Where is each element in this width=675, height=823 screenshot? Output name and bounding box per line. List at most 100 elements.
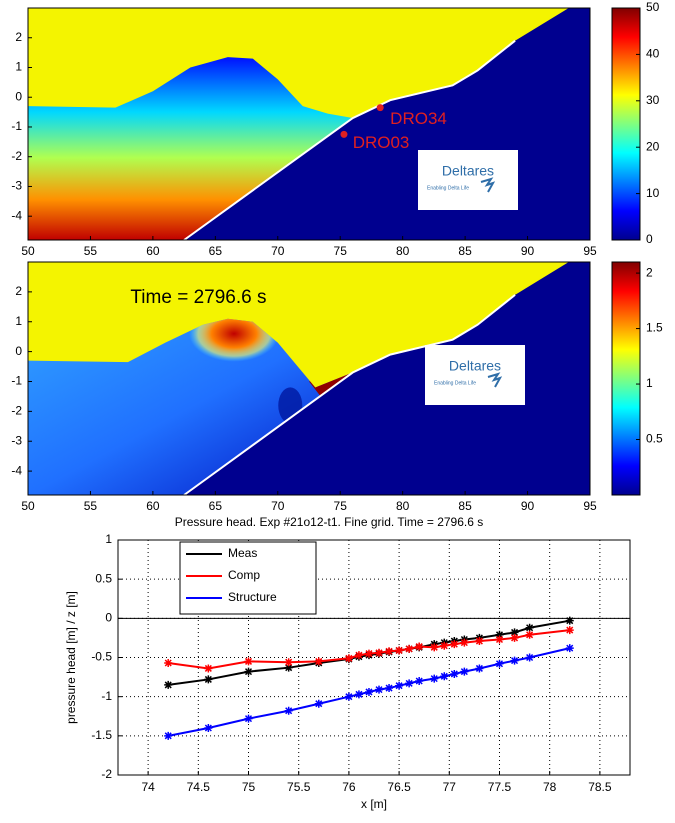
bank-line <box>183 294 516 496</box>
point-marker <box>364 649 373 658</box>
point-marker <box>430 643 439 652</box>
series-line <box>168 629 570 670</box>
x-tick-label: 75.5 <box>287 780 311 794</box>
y-tick-label: 0 <box>15 89 22 103</box>
point-marker <box>460 638 469 647</box>
colorbar-tick-label: 50 <box>646 0 660 14</box>
point-marker <box>344 692 353 701</box>
legend-label: Meas <box>228 546 257 560</box>
y-axis-label: pressure head [m] / z [m] <box>64 591 78 724</box>
x-tick-label: 76 <box>342 780 356 794</box>
y-tick-label: -1 <box>11 374 22 388</box>
logo-icon <box>487 372 503 388</box>
sensor <box>340 130 348 138</box>
point-marker <box>244 657 253 666</box>
point-marker <box>495 630 504 639</box>
x-tick-label: 50 <box>21 244 35 258</box>
x-tick-label: 50 <box>21 499 35 513</box>
x-tick-label: 95 <box>583 499 597 513</box>
sensor-label: DRO34 <box>390 109 447 128</box>
y-tick-label: -3 <box>11 433 22 447</box>
point-marker <box>244 667 253 676</box>
point-marker <box>415 642 424 651</box>
colorbar-tick-label: 30 <box>646 93 660 107</box>
point-marker <box>450 640 459 649</box>
point-marker <box>565 626 574 635</box>
x-tick-label: 74 <box>141 780 155 794</box>
x-tick-label: 77 <box>443 780 457 794</box>
point-marker <box>164 658 173 667</box>
x-tick-label: 77.5 <box>488 780 512 794</box>
x-tick-label: 55 <box>84 244 98 258</box>
y-tick-label: -4 <box>11 463 22 477</box>
x-tick-label: 75 <box>334 244 348 258</box>
logo-tagline: Enabling Delta Life <box>427 185 469 191</box>
colorbar-tick-label: 1 <box>646 376 653 390</box>
point-marker <box>244 714 253 723</box>
x-tick-label: 85 <box>458 244 472 258</box>
y-tick-label: 2 <box>15 30 22 44</box>
time-annotation: Time = 2796.6 s <box>130 287 266 308</box>
point-marker <box>495 635 504 644</box>
point-marker <box>525 630 534 639</box>
point-marker <box>460 667 469 676</box>
y-tick-label: 2 <box>15 284 22 298</box>
x-tick-label: 70 <box>271 244 285 258</box>
point-marker <box>344 654 353 663</box>
x-tick-label: 70 <box>271 499 285 513</box>
x-tick-label: 78.5 <box>588 780 612 794</box>
point-marker <box>525 623 534 632</box>
point-marker <box>405 679 414 688</box>
point-marker <box>440 672 449 681</box>
logo-icon <box>480 177 496 193</box>
dry-region <box>184 262 590 495</box>
point-marker <box>395 681 404 690</box>
point-marker <box>314 699 323 708</box>
point-marker <box>314 657 323 666</box>
point-marker <box>164 680 173 689</box>
x-tick-label: 74.5 <box>187 780 211 794</box>
colorbar <box>611 7 641 241</box>
y-tick-label: 0 <box>15 344 22 358</box>
y-tick-label: -1.5 <box>91 728 112 742</box>
colorbar-tick-label: 20 <box>646 139 660 153</box>
axes-box <box>27 7 591 241</box>
point-marker <box>565 616 574 625</box>
sensor <box>376 104 384 112</box>
point-marker <box>204 724 213 732</box>
y-tick-label: 1 <box>15 60 22 74</box>
y-tick-label: -2 <box>11 404 22 418</box>
point-marker <box>430 674 439 683</box>
legend-label: Structure <box>228 590 277 604</box>
x-tick-label: 75 <box>334 499 348 513</box>
x-tick-label: 90 <box>521 244 535 258</box>
point-marker <box>354 690 363 699</box>
point-marker <box>375 648 384 657</box>
axes-box <box>117 539 631 776</box>
x-axis-label: x [m] <box>361 797 387 811</box>
point-marker <box>395 646 404 655</box>
point-marker <box>284 706 293 715</box>
x-tick-label: 75 <box>242 780 256 794</box>
point-marker <box>164 731 173 740</box>
x-tick-label: 95 <box>583 244 597 258</box>
y-tick-label: 1 <box>15 314 22 328</box>
point-marker <box>284 663 293 672</box>
point-marker <box>525 653 534 662</box>
colorbar-tick-label: 1.5 <box>646 321 663 335</box>
x-tick-label: 55 <box>84 499 98 513</box>
panel-title: Pressure head. Exp #21o12-t1. Fine grid.… <box>175 515 484 529</box>
logo-box <box>418 150 518 210</box>
y-tick-label: -2 <box>101 767 112 781</box>
x-tick-label: 85 <box>458 499 472 513</box>
series-line <box>168 647 570 737</box>
point-marker <box>440 641 449 650</box>
bank-line <box>183 39 516 241</box>
x-tick-label: 80 <box>396 499 410 513</box>
colorbar-tick-label: 0.5 <box>646 432 663 446</box>
colorbar-tick-label: 2 <box>646 265 653 279</box>
x-tick-label: 60 <box>146 499 160 513</box>
colorbar <box>611 261 641 496</box>
y-tick-label: -1 <box>11 119 22 133</box>
